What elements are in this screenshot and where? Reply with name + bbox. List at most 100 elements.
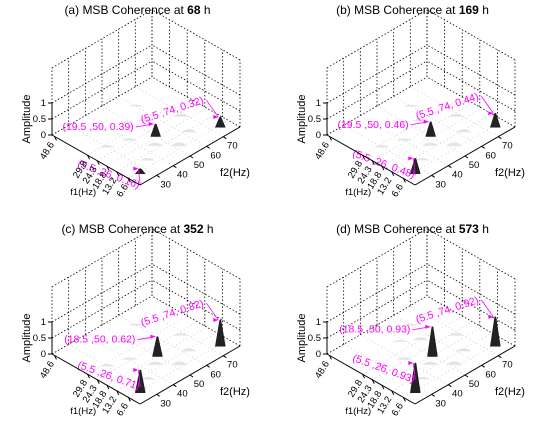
- surface-ridge: [121, 138, 138, 141]
- f2-tick-label: 50: [194, 160, 205, 171]
- f2-tick: [156, 393, 160, 397]
- surface-peak: [135, 369, 146, 393]
- annotation-arrowhead: [213, 115, 219, 120]
- f1-tick: [371, 160, 375, 165]
- f2-tick-label: 60: [485, 369, 496, 380]
- floor-gridline: [393, 315, 482, 366]
- f2-tick-label: 40: [452, 389, 463, 400]
- f2-tick-label: 40: [452, 170, 463, 181]
- side-wall-top: [426, 228, 516, 280]
- floor-gridline: [85, 334, 174, 385]
- floor-gridline: [360, 115, 449, 166]
- surface-ridge: [446, 361, 463, 366]
- side-wall-gridline: [151, 279, 241, 331]
- floor-gridline: [97, 321, 198, 380]
- surface-ridge: [128, 323, 145, 326]
- surface: [99, 104, 226, 174]
- surface-ridge: [173, 333, 190, 336]
- panel-d: (d) MSB Coherence at 573 h (5.5 ,74, 0.9…: [275, 219, 550, 438]
- f2-tick-label: 60: [485, 150, 496, 161]
- panel-title-unit: h: [482, 222, 489, 236]
- z-tick-label: 0: [41, 130, 46, 141]
- surface-ridge: [403, 104, 420, 107]
- floor-gridline: [381, 326, 483, 386]
- z-tick-label: 1: [316, 317, 321, 328]
- f2-tick: [223, 355, 227, 359]
- peak-annotation: (5.5 ,26, 0.93): [351, 352, 417, 386]
- z-tick-label: 0: [316, 349, 321, 360]
- floor-gridline: [101, 105, 191, 157]
- panel-title-prefix: (c) MSB Coherence at: [61, 222, 181, 236]
- annotation-arrowhead: [133, 367, 139, 372]
- surface-ridge: [403, 323, 420, 326]
- annotation-arrow: [412, 362, 416, 380]
- surface-ridge: [414, 157, 431, 161]
- floor-gridline: [101, 324, 191, 376]
- f2-tick: [464, 374, 469, 378]
- f2-tick: [481, 364, 485, 368]
- f2-tick: [206, 364, 210, 368]
- floor-gridline: [376, 105, 466, 157]
- surface-peak: [150, 123, 161, 137]
- f2-axis-label: f2(Hz): [220, 167, 250, 179]
- surface-ridge: [121, 357, 138, 360]
- f2-tick: [156, 174, 160, 178]
- panel-title-unit: h: [206, 222, 214, 236]
- floor-gridline: [391, 113, 492, 173]
- surface-ridge: [374, 364, 391, 367]
- floor-gridline: [106, 107, 208, 167]
- panel-title: (a) MSB Coherence at 68 h: [0, 3, 275, 17]
- surface-ridge: [448, 333, 465, 336]
- f2-tick-label: 60: [210, 150, 221, 161]
- f1-tick: [106, 165, 110, 171]
- z-axis-label: Amplitude: [21, 95, 33, 144]
- f1-tick: [116, 171, 120, 177]
- floor-gridline: [135, 305, 224, 356]
- side-wall-top: [151, 9, 241, 61]
- panel-title: (d) MSB Coherence at 573 h: [275, 222, 550, 236]
- peak-annotation: (18.5 ,50, 0.93): [339, 324, 410, 336]
- floor-gridline: [391, 332, 492, 392]
- surface-peak: [427, 326, 438, 357]
- surface-peak: [425, 121, 436, 137]
- panel-b: (b) MSB Coherence at 169 h (5.5 ,74, 0.4…: [275, 0, 550, 219]
- side-wall-gridline: [426, 44, 516, 96]
- z-tick-label: 1: [41, 317, 46, 328]
- f1-tick: [402, 178, 406, 183]
- surface-peak: [490, 316, 501, 347]
- f2-tick-label: 60: [210, 369, 221, 380]
- surface-ridge: [392, 340, 409, 342]
- f2-tick: [206, 145, 210, 149]
- plot-body: (5.5 ,74, 0.82)(18.5 ,50, 0.62)(5.5 ,26,…: [21, 228, 250, 418]
- f1-tick: [391, 171, 395, 177]
- floor-gridline: [372, 102, 473, 161]
- side-wall-gridline: [426, 76, 516, 128]
- z-tick-label: 0: [41, 349, 46, 360]
- peak-annotation: (19.5 ,50, 0.39): [62, 121, 133, 133]
- surface-ridge: [99, 145, 116, 148]
- plot-body: (5.5 ,74, 0.44)(19.5 ,50, 0.46)(5.5 ,26,…: [296, 9, 525, 199]
- surface-ridge: [180, 348, 197, 352]
- z-axis-label: Amplitude: [296, 314, 308, 363]
- surface-ridge: [412, 337, 429, 341]
- floor-gridline: [381, 107, 483, 167]
- annotation-arrowhead: [408, 156, 414, 161]
- surface-ridge: [171, 361, 188, 366]
- annotation-arrowhead: [213, 318, 219, 323]
- z-tick-label: 0.5: [33, 114, 46, 125]
- side-wall-gridline: [151, 44, 241, 96]
- surface-ridge: [422, 142, 439, 146]
- peak-annotation: (5.5 ,74, 0.92): [414, 294, 480, 326]
- z-tick-label: 0.5: [308, 333, 321, 344]
- surface-ridge: [117, 340, 134, 342]
- surface-ridge: [396, 357, 413, 360]
- panel-title: (c) MSB Coherence at 352 h: [0, 222, 275, 236]
- peak-annotation: (19.5 ,50, 0.46): [337, 119, 408, 131]
- f2-axis-label: f2(Hz): [220, 386, 250, 398]
- panel-title-hours: 573: [458, 222, 479, 236]
- surface-ridge: [117, 121, 134, 123]
- f1-tick: [87, 154, 90, 160]
- f2-tick-label: 30: [160, 179, 171, 190]
- surface-ridge: [446, 142, 463, 147]
- f1-tick: [127, 397, 131, 402]
